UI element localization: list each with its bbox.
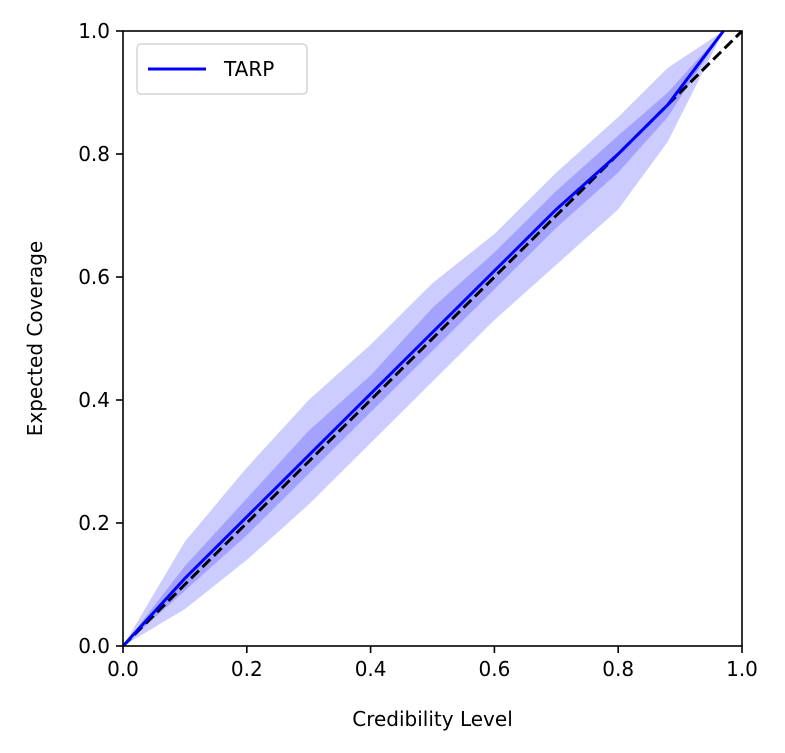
y-tick-label: 0.6 — [78, 265, 110, 289]
y-axis-ticks: 0.0 0.2 0.4 0.6 0.8 1.0 — [78, 19, 123, 658]
legend-box — [136, 43, 308, 95]
x-tick-label: 0.6 — [478, 657, 510, 681]
y-tick-label: 0.4 — [78, 388, 110, 412]
x-tick-label: 1.0 — [726, 657, 758, 681]
x-tick-label: 0.8 — [602, 657, 634, 681]
y-tick-label: 1.0 — [78, 19, 110, 43]
y-tick-label: 0.2 — [78, 511, 110, 535]
y-axis-label: Expected Coverage — [23, 241, 47, 437]
x-tick-label: 0.0 — [107, 657, 139, 681]
tarp-series-line — [121, 30, 725, 648]
axes-frame — [122, 30, 743, 647]
plot-area — [121, 29, 744, 648]
legend-label-tarp: TARP — [223, 57, 274, 81]
x-axis-label: Credibility Level — [352, 707, 513, 731]
y-tick-label: 0.8 — [78, 142, 110, 166]
x-tick-label: 0.4 — [355, 657, 387, 681]
y-tick-label: 0.0 — [78, 634, 110, 658]
x-tick-label: 0.2 — [231, 657, 263, 681]
x-axis-ticks: 0.0 0.2 0.4 0.6 0.8 1.0 — [107, 646, 758, 681]
legend: TARP — [136, 43, 308, 95]
